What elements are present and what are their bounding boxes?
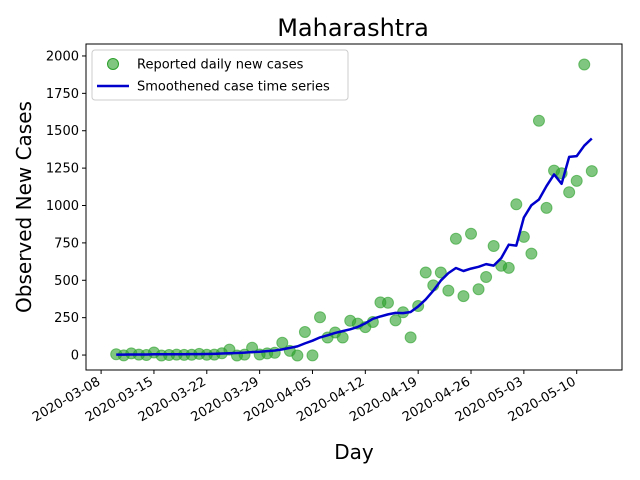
data-point (563, 186, 576, 199)
data-point (291, 349, 304, 362)
y-tick-label: 2000 (46, 49, 79, 64)
x-axis-title: Day (334, 440, 374, 464)
y-tick-label: 0 (71, 349, 79, 364)
y-axis-title: Observed New Cases (12, 101, 36, 313)
data-point (442, 284, 455, 297)
legend-marker-reported (107, 58, 119, 70)
data-point (487, 240, 500, 253)
data-point (480, 270, 493, 283)
data-point (578, 58, 591, 71)
data-point (404, 331, 417, 344)
data-point (419, 266, 432, 279)
plot-frame (85, 43, 623, 371)
y-tick-label: 250 (54, 311, 79, 326)
data-point (472, 283, 485, 296)
data-point (457, 290, 470, 303)
y-tick-label: 750 (54, 236, 79, 251)
y-tick-label: 1500 (46, 124, 79, 139)
y-axis: 0 250 500 750 1000 1250 1500 1750 2000 (46, 49, 86, 364)
y-tick-label: 1000 (46, 199, 79, 214)
data-point (585, 165, 598, 178)
data-point (449, 232, 462, 245)
plot-area (85, 43, 623, 371)
data-point (389, 314, 402, 327)
legend-box (91, 49, 349, 101)
data-point (306, 349, 319, 362)
legend-label-reported: Reported daily new cases (137, 58, 304, 73)
y-tick-label: 500 (54, 274, 79, 289)
data-point (434, 266, 447, 279)
data-point (381, 296, 394, 309)
y-tick-label: 1750 (46, 87, 79, 102)
smoothed-line (116, 137, 593, 356)
data-point (532, 114, 545, 127)
data-point (525, 247, 538, 260)
legend: Reported daily new cases Smoothened case… (91, 49, 349, 101)
data-point (502, 261, 515, 274)
chart-title: Maharashtra (277, 14, 429, 42)
smoothed-line-series (116, 137, 593, 356)
legend-label-smoothed: Smoothened case time series (137, 80, 330, 95)
data-point (314, 311, 327, 324)
data-point (465, 227, 478, 240)
data-point (510, 198, 523, 211)
data-point (570, 174, 583, 187)
data-point (540, 201, 553, 214)
data-point (298, 326, 311, 339)
y-tick-label: 1250 (46, 162, 79, 177)
data-point (336, 331, 349, 344)
